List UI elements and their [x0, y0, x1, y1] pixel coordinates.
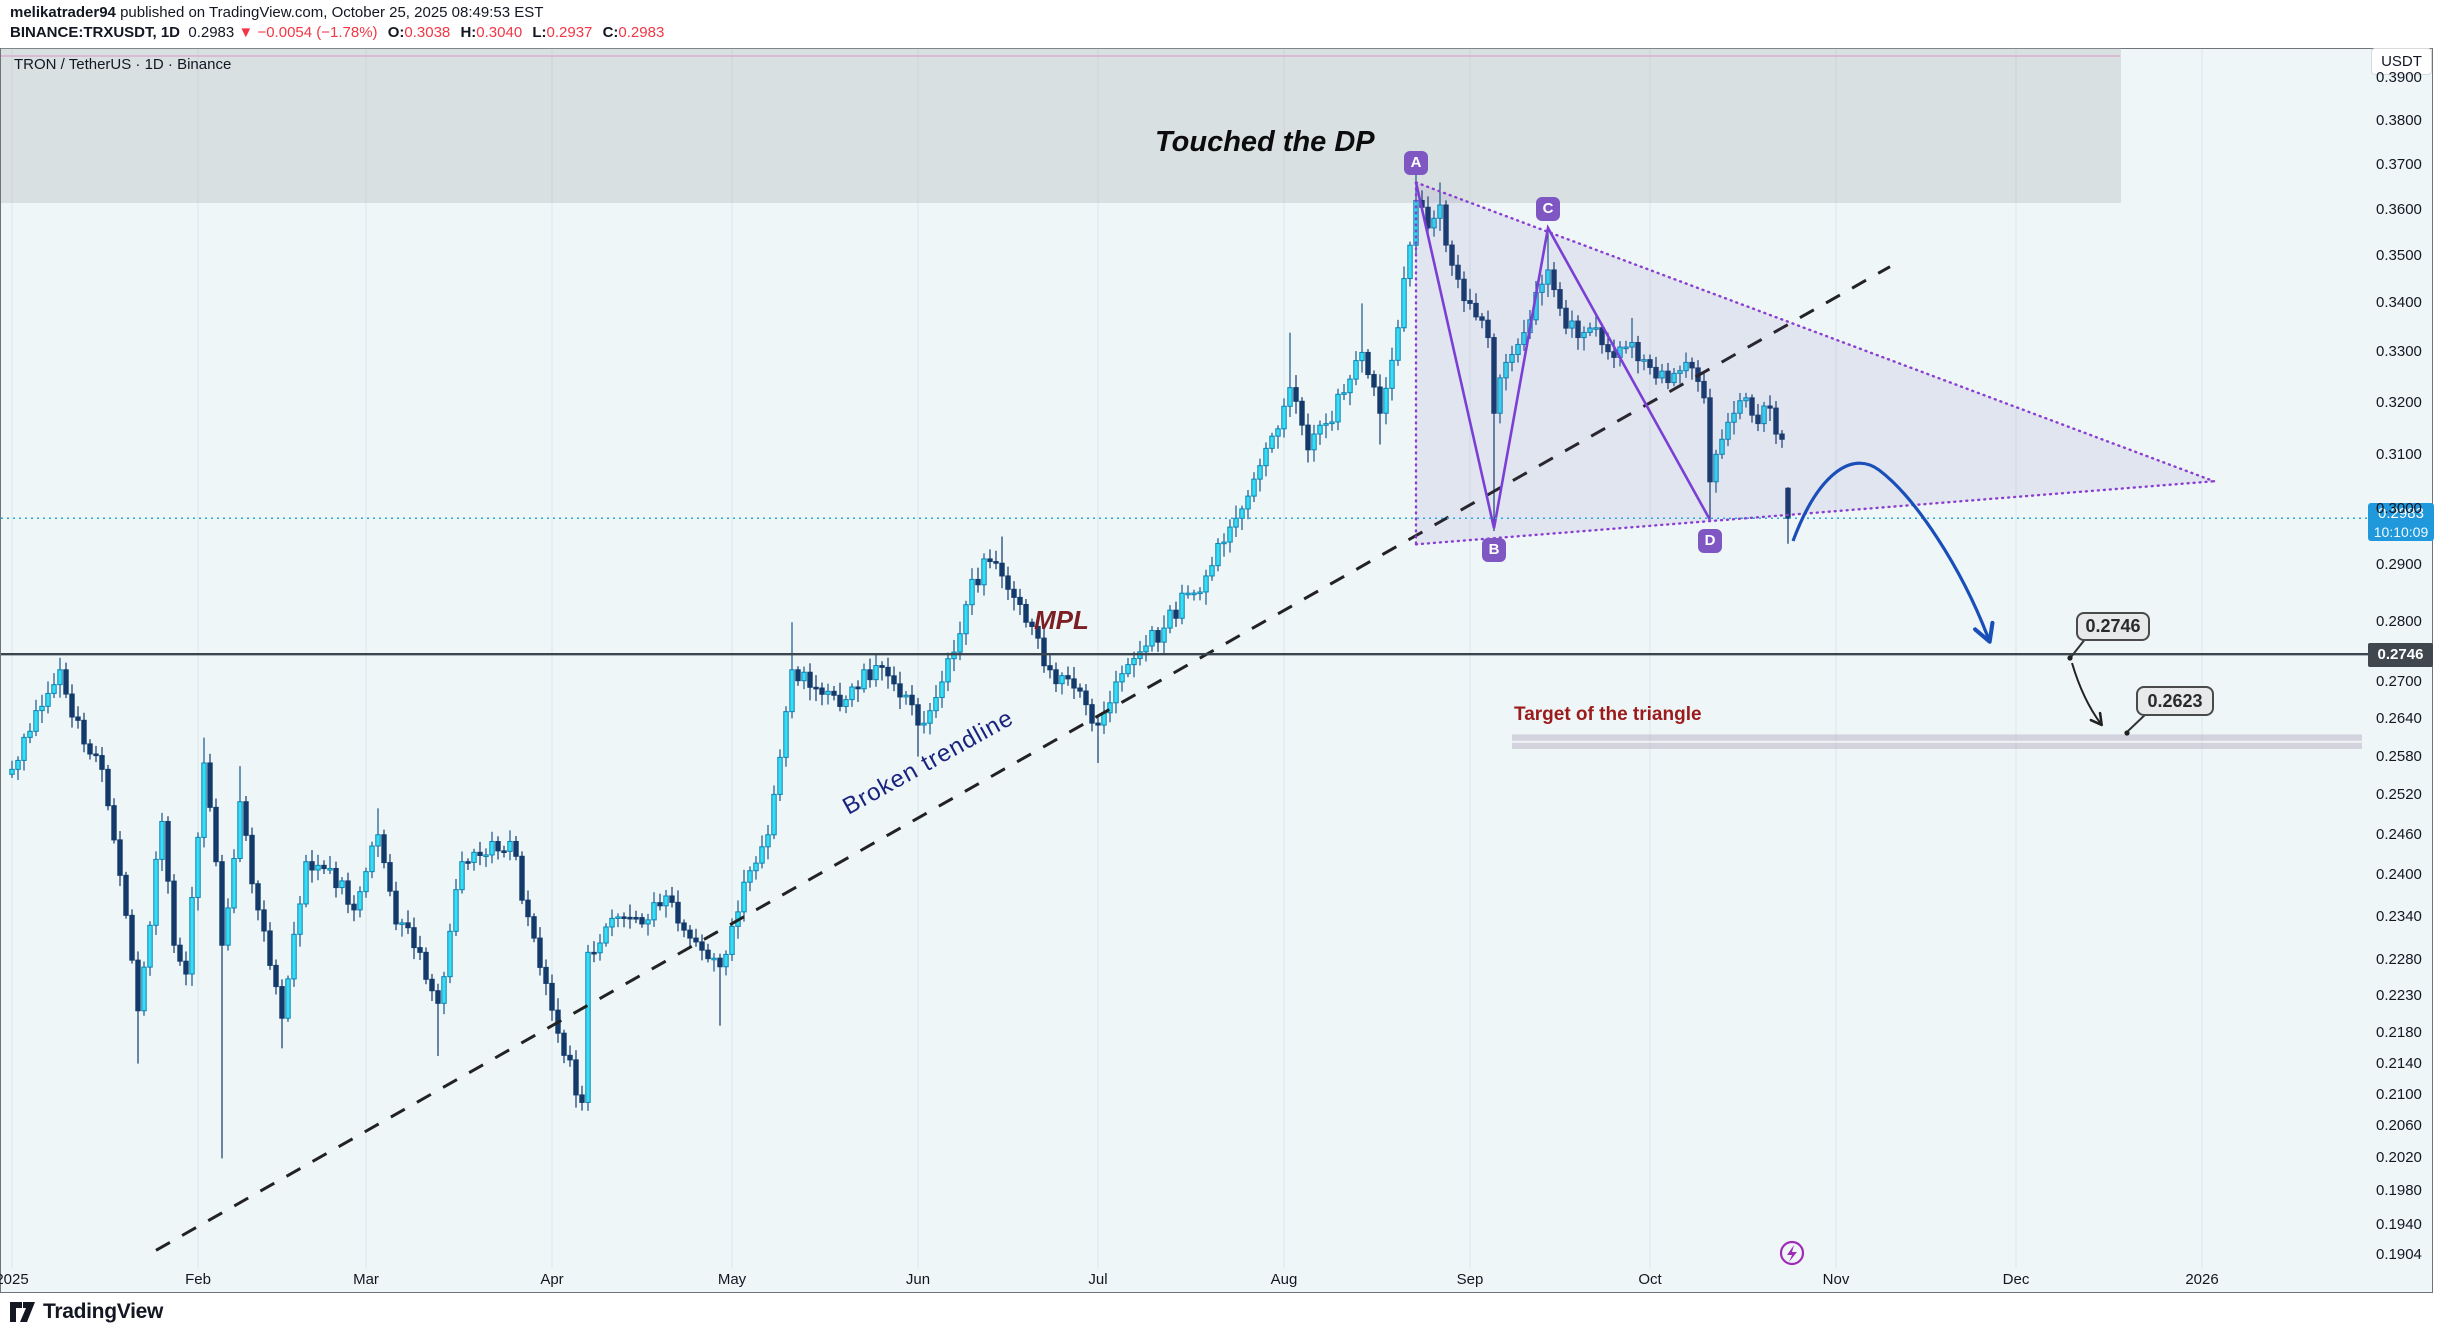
- time-axis-label-Oct[interactable]: Oct: [1638, 1271, 1662, 1288]
- price-axis-label-0.2640[interactable]: 0.2640: [2376, 709, 2422, 727]
- time-axis-label-Mar[interactable]: Mar: [353, 1271, 379, 1288]
- tradingview-logo[interactable]: TradingView: [10, 1299, 163, 1325]
- symbol-ohlc-bar: BINANCE:TRXUSDT, 1D 0.2983 ▼ −0.0054 (−1…: [10, 24, 664, 41]
- close-value: 0.2983: [618, 24, 665, 41]
- low-value: 0.2937: [546, 24, 593, 41]
- price-axis-label-0.2100[interactable]: 0.2100: [2376, 1085, 2422, 1103]
- price-change: −0.0054 (−1.78%): [257, 24, 378, 41]
- tradingview-logo-icon: [10, 1302, 35, 1322]
- price-axis-label-0.3800[interactable]: 0.3800: [2376, 111, 2422, 129]
- annotation-touched-dp: Touched the DP: [1155, 126, 1375, 158]
- price-axis-label-0.2340[interactable]: 0.2340: [2376, 907, 2422, 925]
- price-axis-label-0.2020[interactable]: 0.2020: [2376, 1149, 2422, 1167]
- bar-countdown: 10:10:09: [2373, 524, 2429, 540]
- price-axis-label-0.2900[interactable]: 0.2900: [2376, 555, 2422, 573]
- pattern-badge-B[interactable]: B: [1482, 538, 1506, 563]
- close-label: C:: [602, 24, 619, 41]
- time-axis-label-Aug[interactable]: Aug: [1270, 1271, 1298, 1288]
- chart-pane[interactable]: [0, 48, 2433, 1293]
- pattern-badge-A[interactable]: A: [1404, 151, 1428, 176]
- publisher-username: melikatrader94: [10, 4, 116, 21]
- high-label: H:: [460, 24, 477, 41]
- annotation-target-of-triangle: Target of the triangle: [1514, 704, 1702, 725]
- open-label: O:: [387, 24, 405, 41]
- annotation-mpl: MPL: [1034, 605, 1089, 635]
- time-axis-label-Sep[interactable]: Sep: [1456, 1271, 1484, 1288]
- time-axis-label-May[interactable]: May: [717, 1271, 747, 1288]
- open-value: 0.3038: [404, 24, 451, 41]
- price-axis-label-0.2180[interactable]: 0.2180: [2376, 1024, 2422, 1042]
- time-axis-label-Nov[interactable]: Nov: [1822, 1271, 1850, 1288]
- time-axis-label-2026[interactable]: 2026: [2185, 1271, 2219, 1288]
- high-value: 0.3040: [476, 24, 523, 41]
- last-price: 0.2983: [188, 24, 235, 41]
- price-callout-0-2623: 0.2623: [2136, 686, 2214, 716]
- price-axis-label-0.2400[interactable]: 0.2400: [2376, 866, 2422, 884]
- down-arrow-icon: ▼: [238, 24, 254, 41]
- chart-legend[interactable]: TRON / TetherUS · 1D · Binance: [14, 56, 232, 73]
- last-price-chip-value: 0.2983: [2378, 505, 2424, 522]
- price-axis-label-0.3300[interactable]: 0.3300: [2376, 343, 2422, 361]
- currency-chip[interactable]: USDT: [2371, 48, 2432, 75]
- support-price-chip: 0.2746: [2368, 643, 2433, 667]
- last-price-chip: 0.2983 10:10:09: [2368, 503, 2434, 541]
- price-callout-0-2746: 0.2746: [2076, 612, 2150, 641]
- price-axis-label-0.2280[interactable]: 0.2280: [2376, 950, 2422, 968]
- pattern-badge-D[interactable]: D: [1698, 528, 1722, 553]
- price-axis-label-0.2460[interactable]: 0.2460: [2376, 825, 2422, 843]
- pattern-badge-C[interactable]: C: [1536, 196, 1560, 221]
- low-label: L:: [532, 24, 547, 41]
- price-axis-label-0.2700[interactable]: 0.2700: [2376, 672, 2422, 690]
- price-axis-label-0.3200[interactable]: 0.3200: [2376, 393, 2422, 411]
- price-axis-label-0.2140[interactable]: 0.2140: [2376, 1054, 2422, 1072]
- price-axis-label-0.3900[interactable]: 0.3900: [2376, 69, 2422, 87]
- price-axis-label-0.2060[interactable]: 0.2060: [2376, 1117, 2422, 1135]
- price-axis-label-0.2800[interactable]: 0.2800: [2376, 613, 2422, 631]
- price-axis-label-0.2520[interactable]: 0.2520: [2376, 786, 2422, 804]
- time-axis-label-Jun[interactable]: Jun: [905, 1271, 931, 1288]
- time-axis-label-Feb[interactable]: Feb: [185, 1271, 211, 1288]
- price-axis-label-0.2580[interactable]: 0.2580: [2376, 747, 2422, 765]
- price-axis-label-0.3700[interactable]: 0.3700: [2376, 155, 2422, 173]
- price-axis-label-0.3600[interactable]: 0.3600: [2376, 200, 2422, 218]
- tradingview-logo-text: TradingView: [43, 1300, 164, 1323]
- time-axis-label-2025[interactable]: 2025: [0, 1271, 29, 1288]
- time-axis-label-Dec[interactable]: Dec: [2002, 1271, 2030, 1288]
- publish-info-rest: published on TradingView.com, October 25…: [115, 4, 544, 21]
- price-axis-label-0.3000[interactable]: 0.3000: [2376, 499, 2422, 517]
- price-axis-label-0.3400[interactable]: 0.3400: [2376, 294, 2422, 312]
- price-axis-label-0.1904[interactable]: 0.1904: [2376, 1246, 2422, 1264]
- time-axis-label-Apr[interactable]: Apr: [540, 1271, 564, 1288]
- price-axis-label-0.3100[interactable]: 0.3100: [2376, 446, 2422, 464]
- price-axis-label-0.3500[interactable]: 0.3500: [2376, 246, 2422, 264]
- time-axis-label-Jul[interactable]: Jul: [1088, 1271, 1108, 1288]
- publish-info: melikatrader94 published on TradingView.…: [10, 4, 543, 21]
- price-axis-label-0.1940[interactable]: 0.1940: [2376, 1215, 2422, 1233]
- price-axis-label-0.1980[interactable]: 0.1980: [2376, 1182, 2422, 1200]
- price-axis-label-0.2230[interactable]: 0.2230: [2376, 986, 2422, 1004]
- symbol-name: BINANCE:TRXUSDT, 1D: [10, 24, 181, 41]
